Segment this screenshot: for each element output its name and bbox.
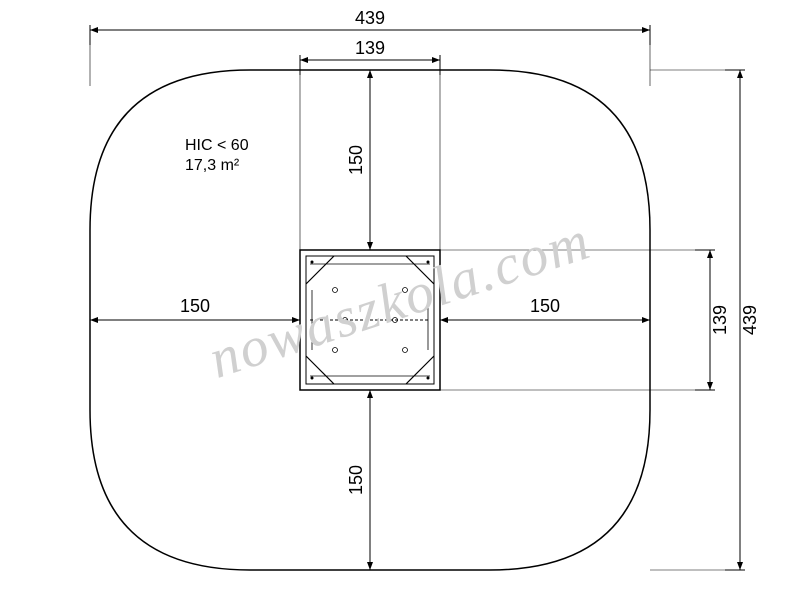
svg-text:150: 150 (346, 465, 366, 495)
svg-text:439: 439 (740, 305, 760, 335)
dimension-lines: 439 139 439 139 150 150 150 150 (90, 8, 760, 570)
hic-note: HIC < 60 (185, 137, 249, 154)
equipment-footprint (300, 250, 440, 390)
svg-text:150: 150 (346, 145, 366, 175)
svg-text:150: 150 (530, 296, 560, 316)
svg-text:439: 439 (355, 8, 385, 28)
area-note: 17,3 m² (185, 157, 240, 174)
svg-text:150: 150 (180, 296, 210, 316)
svg-text:139: 139 (355, 38, 385, 58)
svg-text:139: 139 (710, 305, 730, 335)
technical-drawing: 439 139 439 139 150 150 150 150 HIC < 60 17,3 m… (0, 0, 800, 600)
